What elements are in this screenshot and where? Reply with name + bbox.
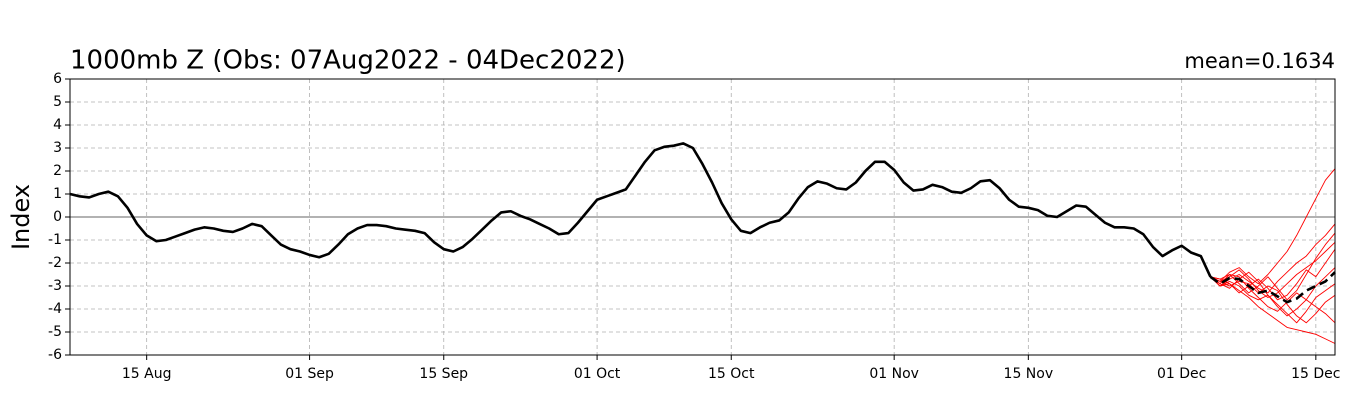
y-axis-label: Index [7,184,35,250]
x-tick-label: 15 Aug [122,366,172,382]
y-tick-label: 1 [53,186,62,202]
ensemble-line [1210,223,1336,294]
y-tick-label: -3 [48,278,62,294]
y-tick-label: 4 [53,117,62,133]
x-tick-label: 15 Sep [419,366,468,382]
y-tick-label: 2 [53,163,62,179]
x-tick-label: 15 Oct [708,366,755,382]
y-tick-label: 0 [53,209,62,225]
y-tick-label: 6 [53,71,62,87]
ensemble-line [1210,267,1336,312]
ensemble-line [1210,276,1336,324]
y-tick-label: -6 [48,347,62,363]
x-tick-label: 01 Dec [1157,366,1206,382]
x-tick-label: 01 Sep [285,366,334,382]
observed-line [69,142,1212,278]
ensemble-line [1210,168,1336,285]
y-tick-label: -2 [48,255,62,271]
ensemble-line [1210,241,1336,298]
x-tick-label: 15 Nov [1004,366,1054,382]
x-tick-label: 01 Oct [574,366,621,382]
mean-annotation: mean=0.1634 [1184,49,1335,73]
y-tick-label: -1 [48,232,62,248]
chart-title: 1000mb Z (Obs: 07Aug2022 - 04Dec2022) [70,46,626,76]
y-tick-label: 5 [53,94,62,110]
ensemble-line [1210,232,1336,301]
ensemble-line [1210,276,1336,324]
x-tick-label: 15 Dec [1291,366,1340,382]
y-tick-label: 3 [53,140,62,156]
x-tick-label: 01 Nov [869,366,919,382]
y-tick-label: -4 [48,301,62,317]
ensemble-line [1210,271,1336,324]
ensemble-mean-line [1209,271,1336,304]
y-tick-label: -5 [48,324,62,340]
plot-frame [69,78,1336,356]
